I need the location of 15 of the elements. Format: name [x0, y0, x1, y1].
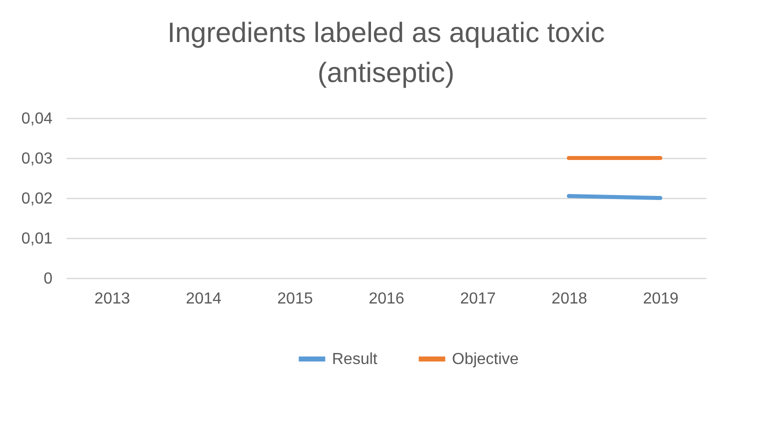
x-tick-label: 2013 [94, 290, 130, 308]
y-tick-label: 0 [44, 270, 53, 288]
x-tick-label: 2017 [460, 290, 496, 308]
y-tick-label: 0,03 [21, 150, 53, 168]
legend-label: Objective [452, 351, 519, 368]
chart-title: Ingredients labeled as aquatic toxic (antiseptic) [167, 17, 605, 88]
x-tick-label: 2018 [552, 290, 588, 308]
y-tick-label: 0,02 [21, 190, 53, 208]
x-tick-label: 2014 [186, 290, 222, 308]
y-tick-label: 0,04 [21, 110, 53, 128]
x-tick-label: 2019 [642, 290, 679, 308]
y-tick-label: 0,01 [21, 230, 53, 248]
legend-label: Result [332, 351, 378, 368]
x-tick-label: 2016 [368, 290, 404, 308]
x-tick-label: 2015 [277, 290, 313, 308]
